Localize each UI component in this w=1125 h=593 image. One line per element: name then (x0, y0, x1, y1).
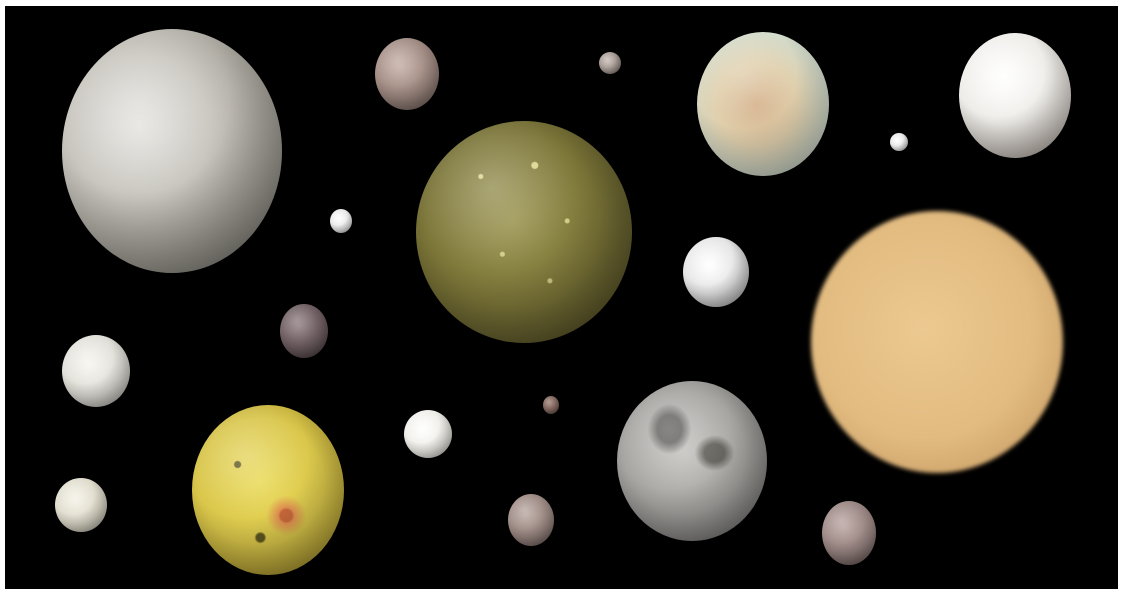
mauve-moon-bottom-right (822, 501, 876, 565)
tiny-moon-top (599, 52, 621, 74)
tiny-mauve-moon (543, 396, 559, 414)
rhea-moon (683, 237, 749, 307)
callisto-moon (416, 121, 632, 343)
white-moon-center (404, 410, 452, 458)
ganymede-moon (62, 29, 282, 273)
europa-moon (697, 32, 829, 176)
cream-moon-bottom-left (55, 478, 107, 532)
small-mauve-moon-top (375, 38, 439, 110)
moon-collage-image (5, 6, 1118, 589)
dark-mauve-moon (280, 304, 328, 358)
tiny-white-moon-left (330, 209, 352, 233)
luna-moon (617, 381, 767, 541)
tiny-white-moon-right (890, 133, 908, 151)
white-moon-top-right (959, 33, 1071, 158)
titan-moon (811, 211, 1063, 473)
white-moon-left (62, 335, 130, 407)
mauve-moon-bottom (508, 494, 554, 546)
io-moon (192, 405, 344, 575)
